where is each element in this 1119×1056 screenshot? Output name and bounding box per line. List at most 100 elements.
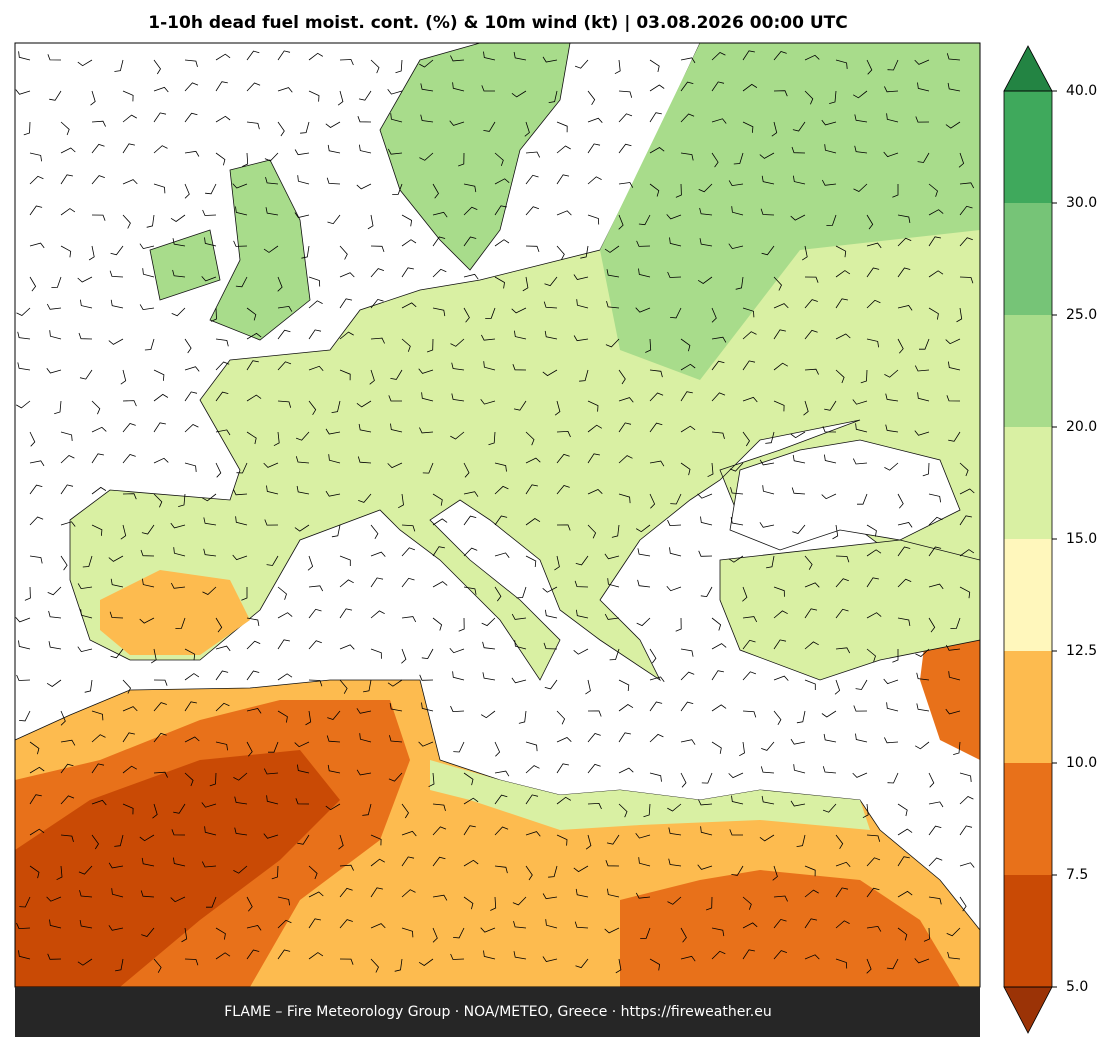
wind-barb	[277, 276, 283, 292]
wind-barb	[897, 578, 912, 588]
wind-barb	[791, 487, 806, 495]
wind-barb	[139, 617, 155, 624]
wind-barb	[139, 243, 155, 250]
wind-barb	[401, 856, 415, 867]
wind-barb	[418, 958, 434, 966]
wind-barb	[607, 578, 620, 588]
wind-barb	[897, 214, 911, 223]
wind-barb	[959, 182, 975, 189]
wind-barb	[618, 113, 633, 123]
wind-barb	[618, 90, 633, 98]
wind-barb	[16, 307, 31, 316]
wind-barb	[575, 888, 589, 898]
wind-barb	[587, 214, 600, 225]
wind-barb	[698, 799, 713, 806]
wind-barb	[463, 307, 470, 323]
wind-barb	[884, 462, 899, 471]
wind-barb	[463, 825, 476, 836]
wind-barb	[525, 206, 540, 216]
scandinavia	[379, 42, 571, 271]
wind-barb	[637, 579, 651, 588]
wind-barb	[108, 338, 124, 345]
wind-barb	[928, 772, 935, 788]
wind-barb	[139, 304, 155, 311]
wind-barb	[729, 462, 744, 472]
wind-barb	[573, 335, 589, 342]
wind-barb	[611, 524, 620, 538]
wind-barb	[339, 298, 353, 309]
wind-barb	[494, 485, 509, 495]
wind-barb	[711, 741, 722, 754]
wind-barb	[80, 299, 93, 309]
wind-barb	[29, 484, 43, 495]
wind-barb	[109, 611, 124, 619]
wind-barb	[401, 302, 417, 309]
wind-barb	[556, 121, 568, 133]
wind-barb	[60, 739, 76, 746]
wind-barb	[834, 679, 841, 695]
wind-barb	[78, 865, 93, 875]
wind-barb	[153, 369, 165, 381]
wind-barb	[401, 616, 417, 623]
wind-barb	[29, 766, 45, 774]
wind-barb	[884, 737, 899, 744]
wind-barb	[153, 493, 163, 508]
wind-barb	[669, 237, 682, 247]
wind-barb	[327, 214, 341, 225]
wind-barb	[358, 493, 372, 503]
wind-barb	[759, 152, 775, 159]
wind-barb	[761, 175, 775, 185]
wind-barb	[604, 245, 620, 253]
wind-barb	[370, 551, 386, 557]
wind-barb	[587, 176, 602, 185]
wind-barb	[649, 958, 661, 971]
wind-barb	[866, 338, 879, 348]
wind-barb	[236, 462, 248, 474]
wind-barb	[512, 364, 527, 371]
wind-barb	[804, 329, 818, 340]
wind-barb	[172, 269, 186, 278]
wind-barb	[759, 459, 775, 466]
wind-barb	[325, 490, 341, 497]
wind-barb	[826, 214, 837, 226]
wind-barb	[246, 741, 253, 757]
wind-barb	[670, 307, 682, 319]
wind-barb	[959, 276, 974, 284]
wind-barb	[773, 303, 789, 309]
wind-barb	[46, 303, 62, 310]
wind-barb	[370, 610, 385, 619]
wind-barb	[450, 705, 465, 713]
wind-barb	[866, 887, 880, 898]
wind-barb	[277, 121, 285, 137]
wind-barb	[184, 59, 198, 68]
footer-bar	[15, 987, 980, 1037]
wind-barb	[432, 493, 443, 506]
wind-barb	[392, 183, 403, 195]
wind-barb	[390, 369, 403, 380]
britain	[209, 159, 311, 341]
wind-barb	[587, 763, 601, 774]
wind-barb	[525, 484, 538, 495]
wind-barb	[804, 582, 820, 588]
anatolia	[719, 539, 981, 681]
wind-barb	[297, 175, 310, 185]
wind-barb	[792, 121, 806, 132]
wind-barb	[266, 555, 279, 566]
wind-barb	[389, 735, 403, 743]
wind-barb	[680, 425, 696, 433]
wind-barb	[917, 82, 930, 92]
wind-barb	[463, 462, 470, 478]
wind-barb	[401, 214, 413, 227]
wind-barb	[950, 617, 961, 629]
colorbar: 5.0 7.5 10.0 12.5 15.0 20.0 25.0 30.0 40.0	[1003, 45, 1097, 1034]
wind-barb	[203, 517, 217, 526]
wind-barb	[773, 90, 788, 97]
wind-barb	[215, 81, 228, 92]
wind-barb	[184, 701, 197, 712]
wind-barb	[60, 121, 70, 136]
wind-barb	[790, 738, 806, 745]
wind-barb	[705, 896, 713, 911]
wind-barb	[649, 112, 662, 123]
wind-barb	[47, 586, 62, 596]
wind-barb	[339, 608, 353, 619]
